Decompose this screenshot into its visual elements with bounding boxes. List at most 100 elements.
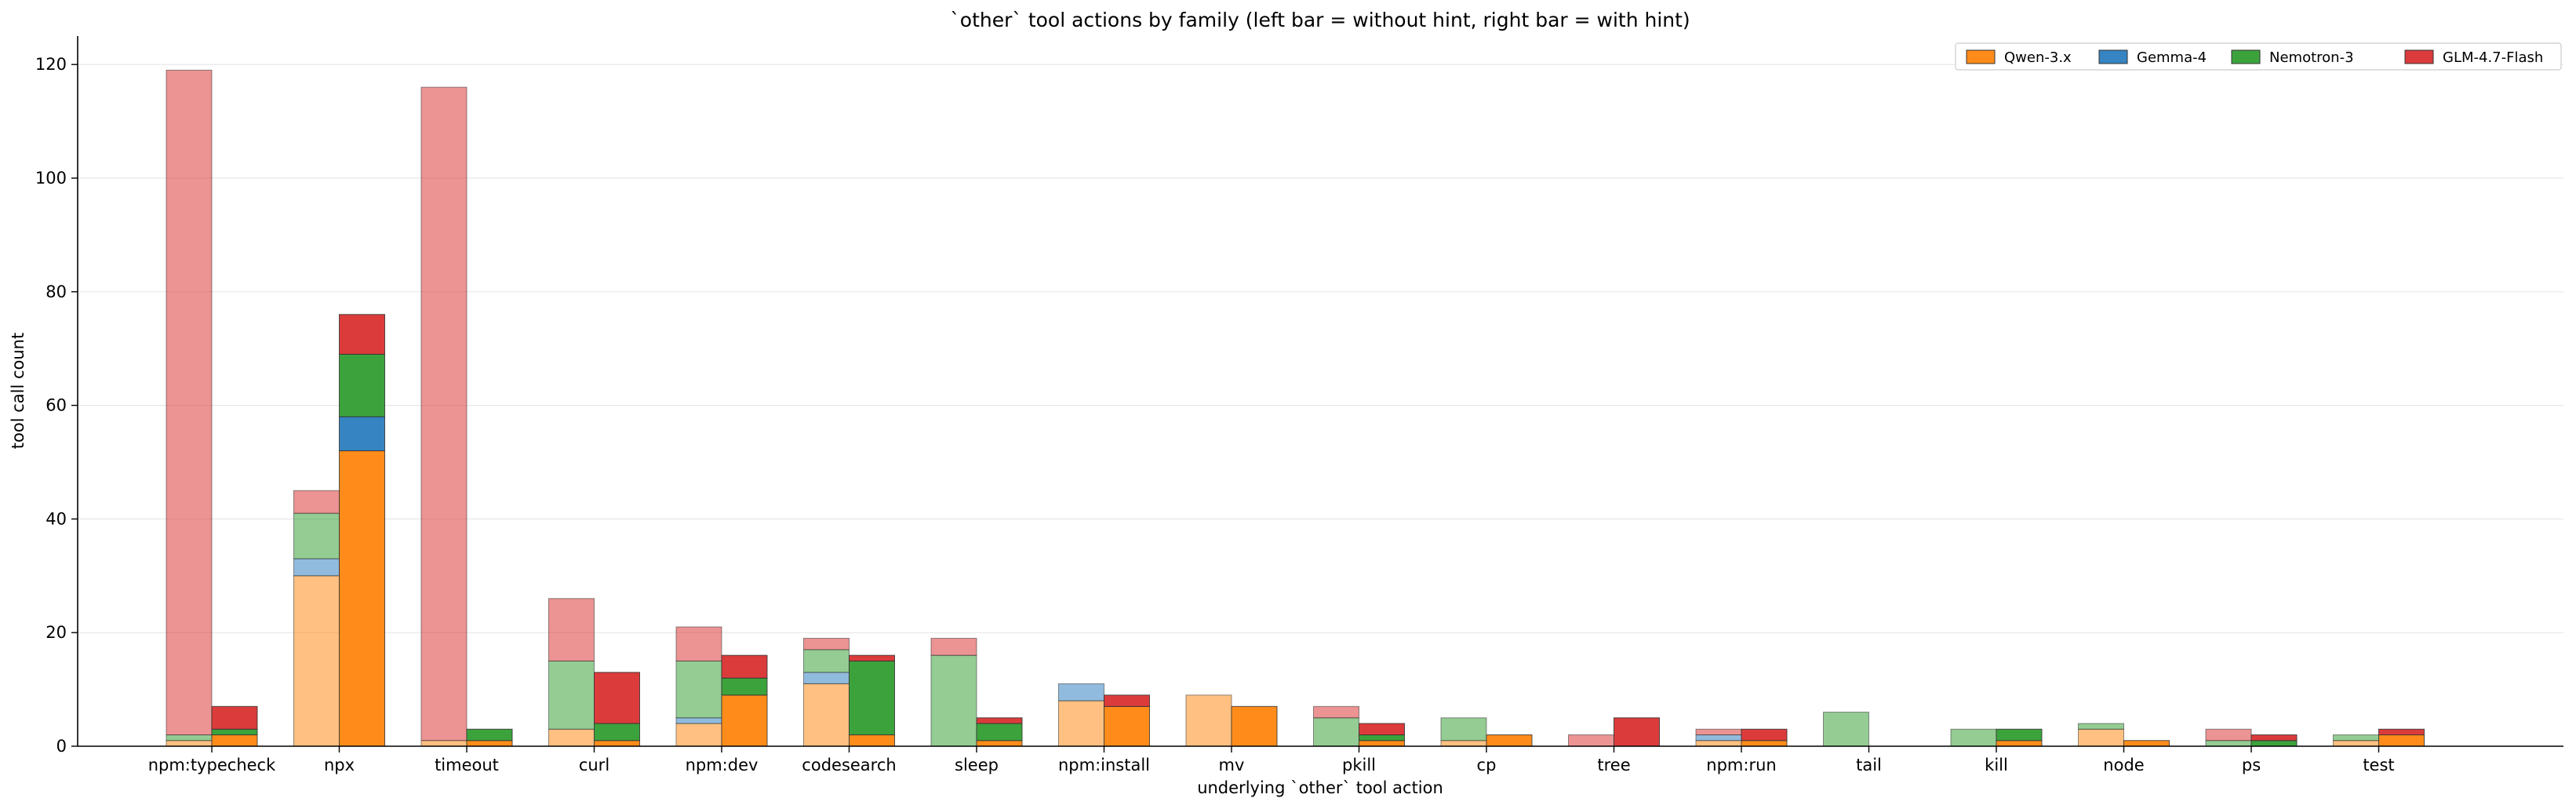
chart-title: `other` tool actions by family (left bar… — [950, 9, 1690, 31]
x-tick-label: test — [2363, 756, 2394, 774]
bar-segment-with-hint-qwen-3-x — [721, 694, 768, 747]
bar-segment-with-hint-qwen-3-x — [1996, 740, 2043, 747]
bar-segment-without-hint-nemotron-3 — [2333, 734, 2379, 742]
bar-segment-with-hint-qwen-3-x — [976, 740, 1023, 747]
bar-segment-without-hint-nemotron-3 — [166, 734, 213, 742]
bar-segment-with-hint-qwen-3-x — [1231, 705, 1278, 747]
x-tick-label: ps — [2242, 756, 2261, 774]
y-tick-label: 100 — [35, 169, 67, 188]
axes — [77, 36, 2563, 747]
bar-segment-without-hint-qwen-3-x — [2078, 728, 2124, 747]
y-tick-label: 40 — [45, 509, 67, 528]
x-ticks: npm:typecheck npx timeout curl npm:dev codese… — [148, 746, 2395, 774]
y-tick-label: 80 — [45, 282, 67, 301]
bar-segment-without-hint-nemotron-3 — [2078, 723, 2124, 730]
legend-label: Gemma-4 — [2137, 49, 2207, 66]
bar-segment-with-hint-gemma-4 — [339, 416, 385, 452]
x-tick-label: timeout — [435, 756, 499, 774]
bar-segment-with-hint-glm-4-7-flash — [594, 672, 640, 724]
bar-segment-with-hint-nemotron-3 — [721, 677, 768, 696]
bar-segment-with-hint-nemotron-3 — [1359, 734, 1405, 742]
bar-segment-without-hint-glm-4-7-flash — [930, 637, 977, 656]
legend-swatch — [2231, 49, 2261, 64]
bar-segment-without-hint-nemotron-3 — [293, 512, 340, 559]
bar-segment-without-hint-glm-4-7-flash — [2205, 728, 2252, 742]
bar-segment-with-hint-nemotron-3 — [339, 353, 385, 417]
x-tick-label: tree — [1597, 756, 1630, 774]
bar-segment-with-hint-nemotron-3 — [466, 728, 513, 742]
bar-segment-without-hint-qwen-3-x — [1695, 740, 1742, 747]
bar-segment-with-hint-glm-4-7-flash — [1359, 723, 1405, 736]
bar-segment-with-hint-glm-4-7-flash — [849, 654, 895, 661]
bar-segment-with-hint-glm-4-7-flash — [1614, 717, 1660, 747]
bar-segment-without-hint-glm-4-7-flash — [166, 69, 213, 736]
bar-segment-without-hint-nemotron-3 — [675, 660, 722, 719]
bar-segment-without-hint-qwen-3-x — [675, 723, 722, 747]
legend-swatch — [2404, 49, 2434, 64]
bar-segment-with-hint-glm-4-7-flash — [2250, 734, 2298, 742]
x-tick-label: npm:install — [1058, 756, 1150, 774]
x-tick-label: tail — [1856, 756, 1882, 774]
bar-segment-without-hint-qwen-3-x — [293, 575, 340, 747]
x-tick-label: node — [2103, 756, 2144, 774]
bar-segment-without-hint-glm-4-7-flash — [548, 598, 595, 661]
legend: Qwen-3.x Gemma-4 Nemotron-3 GLM-4.7-Flash — [1955, 42, 2562, 71]
x-tick-label: npm:run — [1706, 756, 1776, 774]
bar-segment-with-hint-nemotron-3 — [1996, 728, 2043, 742]
x-tick-label: cp — [1477, 756, 1497, 774]
bar-segment-with-hint-qwen-3-x — [211, 734, 258, 747]
x-tick-label: kill — [1985, 756, 2008, 774]
legend-swatch — [1966, 49, 1996, 64]
bar-segment-without-hint-nemotron-3 — [1823, 712, 1869, 747]
bar-segment-with-hint-glm-4-7-flash — [1741, 728, 1788, 742]
bar-segment-without-hint-glm-4-7-flash — [675, 626, 722, 661]
bar-segment-with-hint-nemotron-3 — [976, 723, 1023, 742]
x-tick-label: mv — [1219, 756, 1245, 774]
bar-segment-without-hint-qwen-3-x — [1440, 740, 1487, 747]
bar-segment-without-hint-glm-4-7-flash — [1695, 728, 1742, 736]
bar-segment-with-hint-qwen-3-x — [849, 734, 895, 747]
x-tick-label: curl — [579, 756, 609, 774]
bar-segment-with-hint-nemotron-3 — [211, 728, 258, 736]
y-ticks: 0 20 40 60 80 100 120 — [35, 55, 78, 756]
bar-segment-with-hint-qwen-3-x — [339, 450, 385, 747]
bar-segment-with-hint-glm-4-7-flash — [2378, 728, 2425, 736]
bar-segment-with-hint-glm-4-7-flash — [1104, 694, 1150, 707]
bar-segment-with-hint-qwen-3-x — [1741, 740, 1788, 747]
bar-segment-without-hint-glm-4-7-flash — [1568, 734, 1614, 747]
bar-segment-without-hint-gemma-4 — [1695, 734, 1742, 742]
bar-segment-with-hint-qwen-3-x — [2378, 734, 2425, 747]
bar-segment-without-hint-nemotron-3 — [1440, 717, 1487, 742]
bar-segment-without-hint-glm-4-7-flash — [293, 490, 340, 514]
bar-segment-with-hint-qwen-3-x — [466, 740, 513, 747]
bar-segment-without-hint-gemma-4 — [803, 672, 850, 684]
bar-segment-with-hint-nemotron-3 — [849, 660, 895, 736]
x-tick-label: npx — [324, 756, 355, 774]
y-tick-label: 120 — [35, 55, 67, 74]
bar-segment-with-hint-qwen-3-x — [594, 740, 640, 747]
bar-segment-without-hint-qwen-3-x — [803, 683, 850, 747]
bar-segment-without-hint-glm-4-7-flash — [420, 86, 468, 742]
bar-segment-with-hint-glm-4-7-flash — [976, 717, 1023, 724]
bar-segment-with-hint-glm-4-7-flash — [211, 705, 258, 730]
x-tick-label: npm:dev — [686, 756, 759, 774]
y-tick-label: 0 — [56, 737, 67, 756]
bar-segment-without-hint-gemma-4 — [675, 717, 722, 724]
y-tick-label: 60 — [45, 396, 67, 415]
legend-label: Nemotron-3 — [2269, 49, 2354, 66]
x-tick-label: pkill — [1342, 756, 1376, 774]
bar-segment-without-hint-qwen-3-x — [1058, 700, 1104, 747]
legend-label: Qwen-3.x — [2004, 49, 2072, 66]
bar-segment-with-hint-nemotron-3 — [2250, 740, 2298, 747]
bar-segment-without-hint-glm-4-7-flash — [803, 637, 850, 650]
bar-segment-without-hint-qwen-3-x — [166, 740, 213, 747]
bar-segment-with-hint-qwen-3-x — [1486, 734, 1533, 747]
bar-segment-without-hint-nemotron-3 — [1313, 717, 1359, 747]
grid-lines — [78, 64, 2563, 633]
bars — [166, 69, 2425, 747]
y-tick-label: 20 — [45, 623, 67, 642]
bar-segment-without-hint-gemma-4 — [1058, 683, 1104, 701]
bar-segment-with-hint-qwen-3-x — [1359, 740, 1405, 747]
bar-segment-with-hint-nemotron-3 — [594, 723, 640, 742]
x-tick-label: codesearch — [802, 756, 896, 774]
